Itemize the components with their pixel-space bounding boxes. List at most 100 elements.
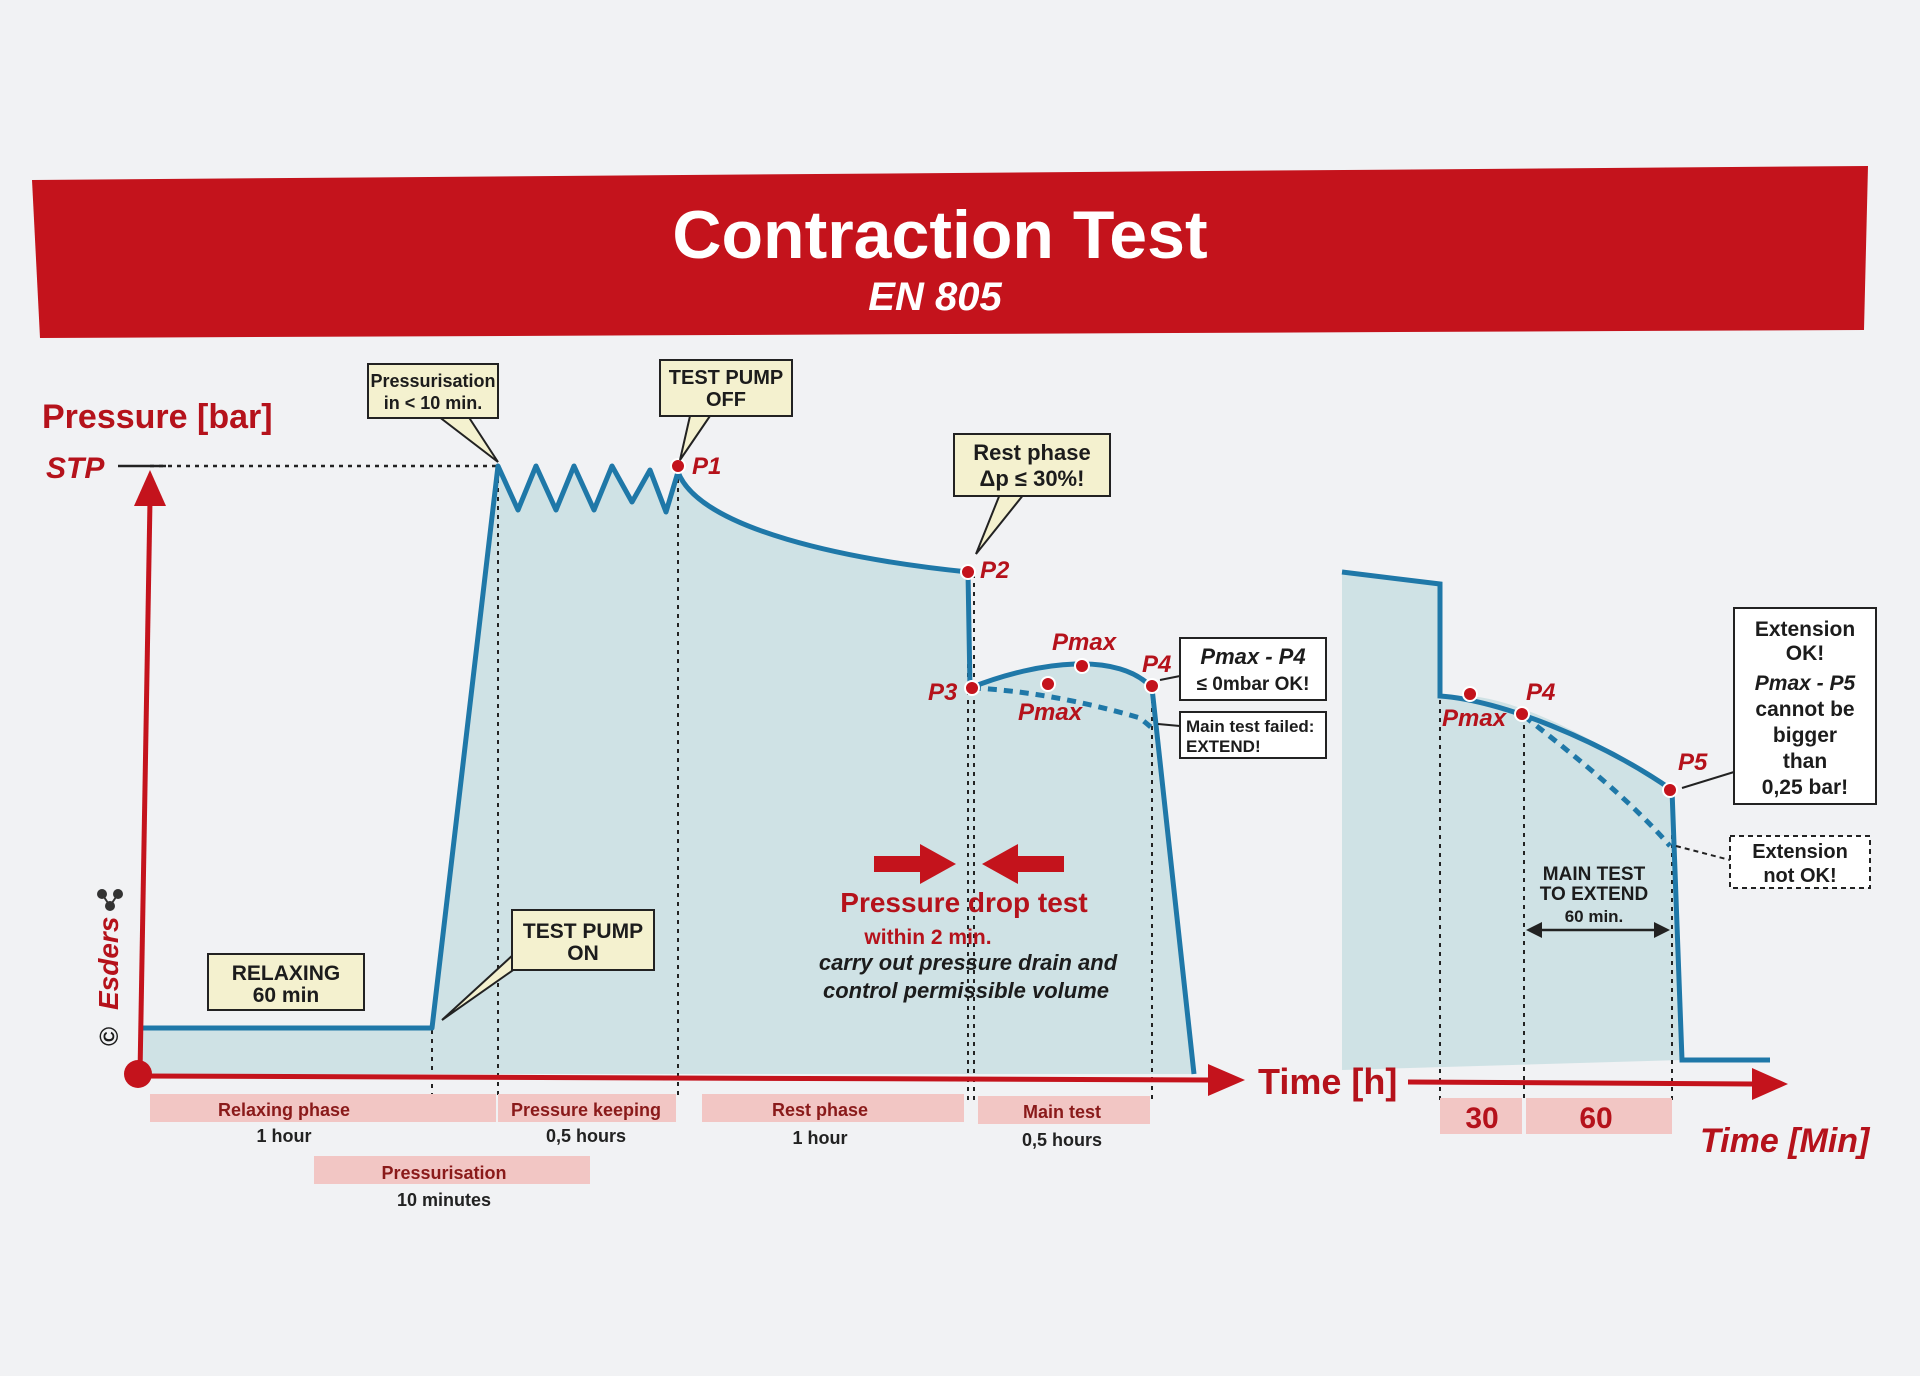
phase-guides (431, 470, 1673, 1100)
callout-line: EXTEND! (1186, 737, 1261, 756)
point-p5 (1662, 782, 1678, 798)
callout-line: than (1783, 750, 1827, 773)
callout-line: ON (567, 942, 599, 965)
phase-label: Main test (1023, 1102, 1101, 1122)
pressure-curve-extension (1522, 714, 1672, 848)
label-p4-right: P4 (1526, 679, 1555, 706)
point-p3 (964, 680, 980, 696)
label-pmax-top: Pmax (1052, 629, 1118, 656)
y-axis (137, 499, 153, 1075)
point-p4-right (1514, 706, 1530, 722)
x-axis-label-hours: Time [h] (1258, 1061, 1397, 1102)
callout-line: not OK! (1763, 865, 1836, 887)
x-axis-hours (139, 1073, 1211, 1083)
point-pmax-ok (1074, 658, 1090, 674)
callout-test-pump-on: TEST PUMP ON (441, 909, 655, 1021)
origin-dot (124, 1060, 152, 1088)
band-pressure-keeping (498, 1094, 676, 1122)
page-subtitle: EN 805 (868, 275, 1002, 319)
callout-relaxing: RELAXING 60 min (207, 953, 365, 1011)
callout-line: in < 10 min. (384, 393, 483, 413)
pressure-drop-line-2: carry out pressure drain and (819, 950, 1118, 975)
brand-logo-icon (97, 889, 123, 911)
data-points (670, 458, 1678, 798)
band-pressurisation (314, 1156, 590, 1184)
brand-mark: © Esders (93, 889, 124, 1046)
callout-line: Pmax - P4 (1200, 644, 1305, 669)
callout-pmax-p4-ok: Pmax - P4 ≤ 0mbar OK! (1159, 637, 1327, 701)
label-pmax-bottom: Pmax (1018, 699, 1084, 726)
x-axis-minutes (1407, 1079, 1753, 1087)
callout-main-test-failed: Main test failed: EXTEND! (1157, 711, 1327, 759)
phase-label: Rest phase (772, 1100, 868, 1120)
x-axis-arrow (1208, 1064, 1245, 1096)
pressure-area-fill-right (1342, 572, 1682, 1070)
label-p4: P4 (1142, 651, 1171, 678)
callout-line: OFF (706, 389, 746, 411)
callout-test-pump-off: TEST PUMP OFF (659, 359, 793, 461)
minute-tick-60: 60 (1579, 1102, 1612, 1135)
phase-duration: 0,5 hours (546, 1126, 626, 1146)
callout-line: TEST PUMP (523, 920, 643, 943)
phase-labels: Relaxing phase 1 hour Pressure keeping 0… (218, 1100, 1613, 1210)
callout-line: cannot be (1755, 698, 1854, 721)
point-pmax-right (1462, 686, 1478, 702)
callout-line: 60 min (253, 984, 320, 1007)
phase-label: Pressurisation (381, 1163, 506, 1183)
pressure-drop-arrows (874, 844, 1064, 884)
point-pmax-failed (1040, 676, 1056, 692)
callout-line: Pressurisation (370, 371, 495, 391)
pressure-curve-failed (971, 685, 1154, 730)
band-pressurisation-short (432, 1094, 496, 1122)
callout-line: Rest phase (973, 440, 1090, 465)
label-pmax-right: Pmax (1442, 705, 1508, 732)
phase-label: Relaxing phase (218, 1100, 350, 1120)
minute-tick-30: 30 (1465, 1102, 1498, 1135)
band-main-test (978, 1096, 1150, 1124)
callout-pressurisation: Pressurisation in < 10 min. (367, 363, 499, 463)
stp-label: STP (46, 452, 105, 485)
callout-line: RELAXING (232, 962, 341, 985)
band-30 (1440, 1098, 1522, 1134)
pressure-curve-right (1341, 569, 1770, 1063)
annotation-line: 60 min. (1565, 907, 1624, 926)
phase-label: Pressure keeping (511, 1100, 661, 1120)
pressure-drop-line-1: within 2 min. (863, 926, 991, 949)
page-title: Contraction Test (672, 197, 1207, 273)
band-rest (702, 1094, 964, 1122)
callout-rest-phase: Rest phase Δp ≤ 30%! (953, 433, 1111, 555)
callout-line: TEST PUMP (669, 367, 783, 389)
callout-line: 0,25 bar! (1762, 776, 1848, 799)
pressure-drop-title: Pressure drop test (840, 887, 1087, 918)
callout-extension-ok: Extension OK! Pmax - P5 cannot be bigger… (1681, 607, 1877, 805)
phase-duration: 10 minutes (397, 1190, 491, 1210)
callout-extension-not-ok: Extension not OK! (1675, 835, 1871, 889)
label-p1: P1 (692, 453, 721, 480)
pressure-drop-line-3: control permissible volume (823, 978, 1109, 1003)
band-relaxing (150, 1094, 432, 1122)
x-axis-minutes-arrow (1752, 1068, 1788, 1100)
phase-duration: 1 hour (256, 1126, 311, 1146)
copyright-symbol: © (94, 1027, 124, 1046)
title-banner (32, 166, 1868, 338)
point-p1 (670, 458, 686, 474)
annotation-line: TO EXTEND (1540, 884, 1648, 905)
callout-line: ≤ 0mbar OK! (1197, 674, 1310, 695)
point-p4 (1144, 678, 1160, 694)
x-axis-label-minutes: Time [Min] (1700, 1122, 1871, 1160)
main-test-extend-annotation: MAIN TEST TO EXTEND 60 min. (1526, 864, 1670, 938)
label-p5: P5 (1678, 749, 1708, 776)
brand-name: Esders (93, 917, 124, 1010)
callout-line: bigger (1773, 724, 1837, 747)
phase-duration: 0,5 hours (1022, 1130, 1102, 1150)
annotation-line: MAIN TEST (1543, 864, 1646, 885)
pressure-area-fill (140, 466, 1194, 1074)
label-p2: P2 (980, 557, 1010, 584)
callout-line: Extension (1752, 841, 1848, 863)
point-labels: P1 P2 P3 Pmax Pmax P4 Pmax P4 P5 (692, 453, 1708, 776)
callout-line: OK! (1786, 642, 1825, 665)
callout-line: Main test failed: (1186, 717, 1314, 736)
phase-bands (150, 1094, 1672, 1184)
